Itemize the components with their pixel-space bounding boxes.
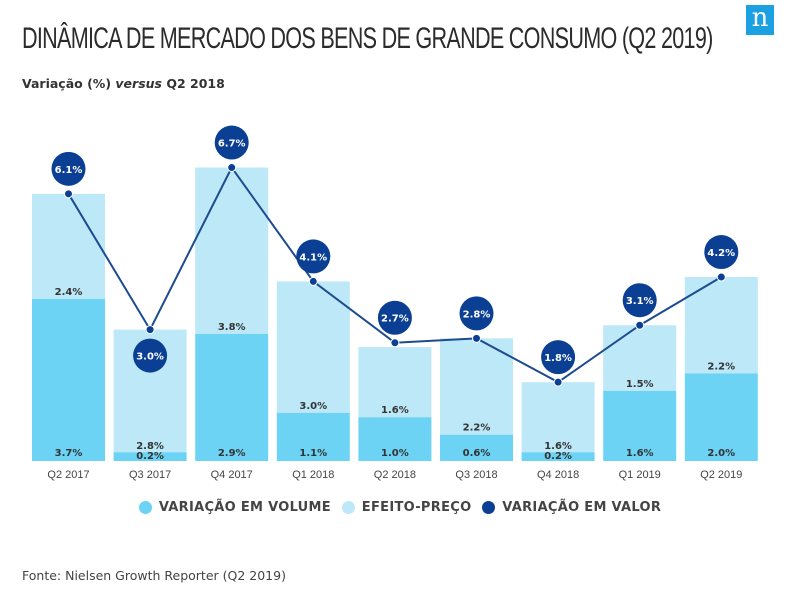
value-bubble xyxy=(459,296,494,331)
bar-price xyxy=(32,193,105,299)
value-point xyxy=(716,272,726,282)
bar-label-volume: 2.0% xyxy=(707,448,735,459)
bar-volume xyxy=(113,452,187,461)
value-label: 6.1% xyxy=(55,165,83,176)
subtitle-italic: versus xyxy=(115,76,162,91)
bar-volume xyxy=(684,373,758,461)
subtitle-suffix: Q2 2018 xyxy=(161,76,225,91)
legend-item-price: EFEITO-PREÇO xyxy=(341,500,472,515)
bar-label-price: 2.8% xyxy=(136,441,164,452)
value-point xyxy=(635,320,645,330)
value-label: 2.7% xyxy=(381,314,409,325)
bar-label-volume: 1.6% xyxy=(626,448,654,459)
value-bubble xyxy=(133,338,168,373)
value-label: 1.8% xyxy=(544,353,572,364)
bar-price xyxy=(603,325,677,391)
bar-label-volume: 0.2% xyxy=(544,451,572,462)
bar-label-volume: 2.9% xyxy=(218,448,246,459)
x-tick-label: Q3 2018 xyxy=(455,469,497,481)
bar-price xyxy=(358,347,432,418)
bar-label-volume: 0.6% xyxy=(463,448,491,459)
bar-label-price: 3.8% xyxy=(218,322,246,333)
bar-volume xyxy=(276,412,350,461)
legend-dot-value-icon xyxy=(482,501,496,514)
value-bubble xyxy=(214,125,249,160)
nielsen-logo-icon: n xyxy=(746,5,774,35)
x-tick-label: Q2 2019 xyxy=(700,469,742,481)
value-point xyxy=(145,325,155,335)
value-label: 4.2% xyxy=(707,248,735,259)
legend-dot-volume-icon xyxy=(138,501,152,514)
value-bubble xyxy=(51,151,86,186)
value-bubble xyxy=(541,340,576,375)
value-label: 2.8% xyxy=(463,309,491,320)
bar-label-volume: 3.7% xyxy=(55,448,83,459)
bar-price xyxy=(684,277,758,374)
value-point xyxy=(472,333,481,343)
bar-labels-layer: 3.7%2.4%0.2%2.8%2.9%3.8%1.1%3.0%1.0%1.6%… xyxy=(55,287,736,462)
value-bubble xyxy=(296,239,331,274)
bar-volume xyxy=(440,434,513,461)
legend-label-volume: VARIAÇÃO EM VOLUME xyxy=(158,500,331,515)
x-tick-label: Q4 2017 xyxy=(211,469,253,481)
value-point xyxy=(227,163,237,173)
x-tick-label: Q4 2018 xyxy=(537,469,579,481)
bar-price xyxy=(195,167,269,334)
x-tick-label: Q3 2017 xyxy=(129,469,171,481)
bar-label-price: 1.5% xyxy=(626,379,654,390)
value-label: 6.7% xyxy=(218,139,246,150)
bars-layer xyxy=(32,167,758,461)
legend: VARIAÇÃO EM VOLUME EFEITO-PREÇO VARIAÇÃO… xyxy=(0,500,800,518)
bar-label-price: 1.6% xyxy=(381,405,409,416)
value-bubble xyxy=(622,283,657,318)
subtitle-prefix: Variação (%) xyxy=(22,76,116,91)
bar-price xyxy=(276,281,350,413)
value-label: 3.0% xyxy=(136,352,164,363)
bar-label-price: 1.6% xyxy=(544,441,572,452)
bar-price xyxy=(440,338,513,435)
bar-label-price: 2.2% xyxy=(707,361,735,372)
bar-label-price: 3.0% xyxy=(299,401,327,412)
value-bubble xyxy=(377,300,412,335)
x-tick-label: Q2 2017 xyxy=(47,469,89,481)
value-label: 3.1% xyxy=(626,296,654,307)
bar-label-volume: 0.2% xyxy=(136,451,164,462)
bar-label-volume: 1.1% xyxy=(299,448,327,459)
bar-volume xyxy=(603,390,677,461)
source-note: Fonte: Nielsen Growth Reporter (Q2 2019) xyxy=(22,568,286,583)
legend-label-value: VARIAÇÃO EM VALOR xyxy=(502,500,662,515)
value-point xyxy=(308,276,318,286)
legend-item-value: VARIAÇÃO EM VALOR xyxy=(482,500,661,515)
bar-label-volume: 1.0% xyxy=(381,448,409,459)
legend-label-price: EFEITO-PREÇO xyxy=(361,500,472,515)
x-tick-label: Q1 2018 xyxy=(292,469,334,481)
value-point xyxy=(64,189,73,199)
value-bubble xyxy=(704,235,739,270)
bar-label-price: 2.4% xyxy=(55,287,83,298)
bar-price xyxy=(521,382,595,453)
chart-subtitle: Variação (%) versus Q2 2018 xyxy=(22,76,225,91)
value-label: 4.1% xyxy=(299,252,327,263)
line-layer: 6.1% 3.0% 6.7% 4.1% 2.7% 2.8% 1.8% 3.1% 4.2% xyxy=(51,125,739,387)
bar-volume xyxy=(521,452,595,461)
value-point xyxy=(390,338,400,348)
x-tick-label: Q1 2019 xyxy=(619,469,661,481)
x-axis-ticks: Q2 2017 Q3 2017 Q4 2017 Q1 2018 Q2 2018 Q3 20… xyxy=(47,469,742,481)
x-tick-label: Q2 2018 xyxy=(374,469,416,481)
legend-dot-price-icon xyxy=(341,501,355,514)
bar-label-price: 2.2% xyxy=(463,423,491,434)
bar-volume xyxy=(358,417,432,461)
bar-volume xyxy=(195,333,269,461)
legend-item-volume: VARIAÇÃO EM VOLUME xyxy=(138,500,331,515)
chart-title: DINÂMICA DE MERCADO DOS BENS DE GRANDE C… xyxy=(22,22,713,55)
value-point xyxy=(553,377,563,387)
bar-volume xyxy=(32,298,105,461)
